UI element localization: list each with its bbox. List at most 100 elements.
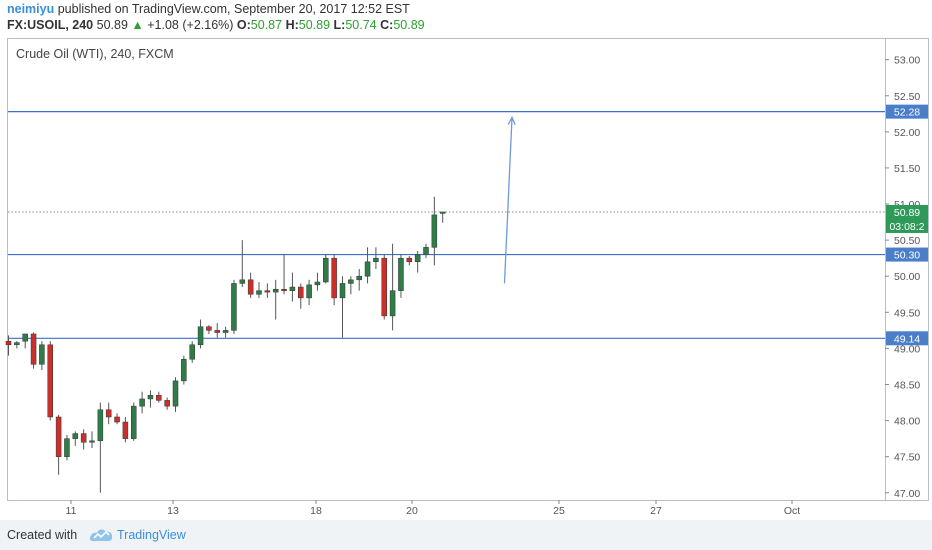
y-tick-label: 51.50 — [894, 163, 920, 175]
level-price-tag — [886, 104, 928, 119]
trend-arrow — [503, 115, 516, 284]
candle-body[interactable] — [5, 340, 12, 346]
candle-body[interactable] — [131, 405, 137, 439]
level-price-label: 49.14 — [894, 333, 920, 345]
tradingview-link[interactable]: TradingView — [117, 528, 186, 542]
open-value: 50.87 — [250, 18, 283, 32]
candle-body[interactable] — [156, 395, 162, 401]
low-label: L: — [333, 18, 346, 32]
candle-body[interactable] — [39, 344, 45, 365]
candle-body[interactable] — [231, 283, 237, 331]
candle-body[interactable] — [64, 438, 70, 457]
symbol: FX:USOIL, 240 — [7, 18, 94, 32]
up-arrow-icon: ▲ — [131, 18, 144, 32]
last-price: 50.89 — [96, 18, 128, 32]
candle-body[interactable] — [281, 288, 287, 291]
candle-body[interactable] — [289, 286, 296, 291]
price-chart[interactable]: Crude Oil (WTI), 240, FXCM 47.00 47.50 48.… — [0, 0, 932, 520]
x-tick-label: 18 — [310, 505, 322, 517]
candle-body[interactable] — [431, 214, 438, 248]
candle-body[interactable] — [55, 416, 62, 457]
x-tick-label: 11 — [66, 505, 77, 517]
x-axis-ticks: 11 13 18 20 25 27 Oct — [66, 500, 800, 517]
x-tick-label: 13 — [167, 505, 179, 517]
y-tick-label: 48.00 — [894, 416, 920, 428]
candle-body[interactable] — [47, 344, 53, 418]
footer: Created with TradingView — [0, 520, 932, 550]
candle-body[interactable] — [72, 433, 79, 439]
candle-body[interactable] — [14, 342, 20, 346]
horizontal-levels: 52.28 50.30 49.14 — [8, 104, 928, 346]
candle-body[interactable] — [214, 330, 220, 333]
candle-body[interactable] — [239, 279, 246, 284]
close-value: 50.89 — [393, 18, 425, 32]
candles — [5, 196, 446, 493]
candle-body[interactable] — [298, 286, 304, 299]
last-price-label: 50.89 — [894, 207, 920, 219]
y-tick-label: 49.00 — [894, 343, 920, 355]
y-axis-ticks: 47.00 47.50 48.00 48.50 49.00 49.50 50.00 50.50… — [885, 55, 920, 500]
candle-body[interactable] — [30, 333, 37, 365]
x-tick-label: 20 — [406, 505, 418, 517]
candle-body[interactable] — [323, 257, 329, 283]
candle-body[interactable] — [348, 279, 354, 284]
created-with-text: Created with — [7, 528, 78, 542]
candle-body[interactable] — [22, 333, 28, 342]
level-price-tag — [886, 247, 928, 262]
open-label: O: — [236, 18, 251, 32]
candle-body[interactable] — [172, 380, 179, 407]
candle-body[interactable] — [373, 257, 379, 263]
candle-body[interactable] — [97, 409, 104, 442]
candle-body[interactable] — [105, 409, 112, 418]
candle-body[interactable] — [139, 398, 145, 407]
candle-body[interactable] — [364, 261, 371, 277]
symbol-info: FX:USOIL, 240 50.89 ▲ +1.08 (+2.16%) O:5… — [7, 18, 425, 32]
candle-body[interactable] — [189, 344, 195, 360]
y-tick-label: 48.50 — [894, 380, 920, 392]
candle-body[interactable] — [247, 279, 254, 295]
candle-body[interactable] — [356, 275, 362, 281]
candle-body[interactable] — [398, 257, 404, 291]
tradingview-logo-icon[interactable] — [88, 526, 114, 544]
candle-body[interactable] — [181, 358, 187, 382]
candle-body[interactable] — [256, 290, 262, 295]
candle-body[interactable] — [389, 290, 396, 317]
trend-arrow-head-icon — [507, 115, 516, 126]
candle-body[interactable] — [264, 290, 271, 293]
candle-body[interactable] — [272, 288, 279, 293]
candle-body[interactable] — [80, 433, 87, 443]
candle-body[interactable] — [197, 326, 204, 346]
level-price-label: 50.30 — [894, 250, 920, 262]
price-change: +1.08 (+2.16%) — [147, 18, 234, 32]
y-tick-label: 52.50 — [894, 91, 920, 103]
candle-body[interactable] — [314, 281, 321, 286]
candle-body[interactable] — [147, 395, 154, 400]
y-tick-label: 52.00 — [894, 127, 920, 139]
y-tick-label: 47.50 — [894, 452, 920, 464]
candle-body[interactable] — [414, 254, 421, 263]
candle-body[interactable] — [206, 326, 212, 331]
candle-body[interactable] — [222, 330, 229, 333]
level-price-label: 52.28 — [894, 107, 920, 119]
bar-countdown-label: 03:08:2 — [889, 221, 924, 233]
candle-body[interactable] — [406, 257, 413, 263]
close-label: C: — [380, 18, 394, 32]
candle-body[interactable] — [122, 421, 129, 439]
candle-body[interactable] — [89, 440, 95, 443]
y-tick-label: 50.00 — [894, 271, 920, 283]
candle-body[interactable] — [164, 400, 170, 407]
publish-info: neimiyu published on TradingView.com, Se… — [7, 2, 410, 16]
candle-body[interactable] — [423, 247, 429, 255]
candle-body[interactable] — [114, 416, 120, 423]
y-tick-label: 53.00 — [894, 55, 920, 67]
trend-arrow-line[interactable] — [503, 117, 513, 284]
chart-title: Crude Oil (WTI), 240, FXCM — [16, 47, 174, 61]
author-name[interactable]: neimiyu — [7, 2, 55, 16]
candle-body[interactable] — [331, 257, 337, 299]
plot-area[interactable] — [7, 38, 886, 501]
y-tick-label: 50.50 — [894, 235, 920, 247]
candle-body[interactable] — [339, 283, 346, 299]
candle-body[interactable] — [381, 257, 387, 317]
candle-body[interactable] — [306, 284, 312, 299]
x-tick-label: Oct — [784, 505, 800, 517]
